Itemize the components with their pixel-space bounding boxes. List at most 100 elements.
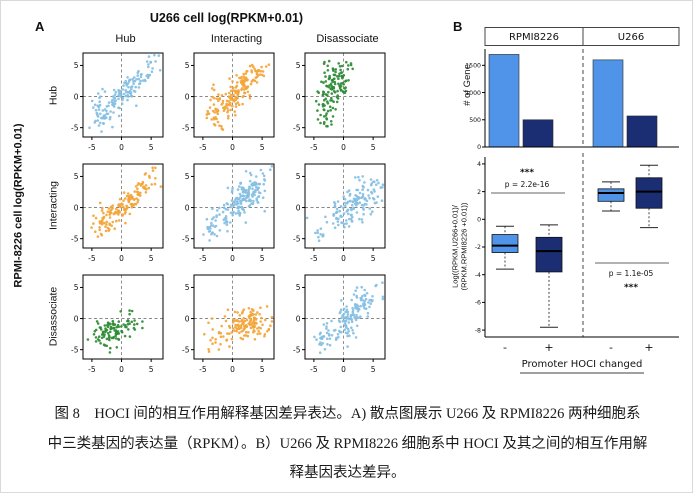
scatter-plot-hub-disassociate: -5 0 5 -5 0 5 — [285, 49, 390, 160]
svg-text:0: 0 — [74, 203, 79, 212]
svg-text:RPMI8226: RPMI8226 — [509, 32, 559, 43]
row-header-disassociate: Disassociate — [47, 286, 60, 347]
row-header-hub: Hub — [47, 85, 60, 106]
svg-text:-5: -5 — [199, 365, 207, 374]
scatter-matrix: -5 0 5 -5 0 5 -5 0 5 -5 0 5 -5 0 5 -5 0 5 -5 0 5 -5 0 5 -5 0 5… — [63, 49, 390, 382]
svg-text:-8: -8 — [475, 327, 481, 334]
svg-text:-5: -5 — [71, 345, 79, 354]
svg-text:0: 0 — [477, 217, 481, 224]
svg-text:1500: 1500 — [465, 63, 481, 70]
svg-text:U266: U266 — [618, 32, 644, 43]
svg-text:0: 0 — [230, 143, 235, 152]
svg-text:5: 5 — [74, 61, 79, 70]
svg-text:5: 5 — [74, 283, 79, 292]
svg-text:-5: -5 — [71, 234, 79, 243]
svg-text:-4: -4 — [475, 272, 481, 279]
svg-text:0: 0 — [341, 254, 346, 263]
svg-text:Promoter HOCI changed: Promoter HOCI changed — [522, 359, 643, 370]
svg-text:0: 0 — [119, 365, 124, 374]
svg-text:0: 0 — [296, 314, 301, 323]
scatter-plot-disassociate-interacting: -5 0 5 -5 0 5 — [174, 271, 279, 382]
svg-text:-: - — [609, 341, 613, 354]
svg-text:500: 500 — [469, 117, 481, 124]
svg-text:0: 0 — [74, 314, 79, 323]
svg-text:5: 5 — [296, 172, 301, 181]
svg-text:-5: -5 — [88, 143, 96, 152]
svg-text:5: 5 — [149, 143, 154, 152]
svg-text:p = 2.2e-16: p = 2.2e-16 — [505, 180, 550, 189]
svg-text:0: 0 — [74, 92, 79, 101]
col-header-disassociate: Disassociate — [316, 33, 379, 45]
svg-text:0: 0 — [185, 203, 190, 212]
svg-text:5: 5 — [296, 61, 301, 70]
scatter-matrix-title: U266 cell log(RPKM+0.01) — [149, 11, 304, 25]
svg-text:5: 5 — [185, 172, 190, 181]
svg-text:2: 2 — [477, 189, 481, 196]
caption-line-2: 中三类基因的表达量（RPKM）。B）U266 及 RPMI8226 细胞系中 H… — [47, 435, 648, 452]
svg-text:-5: -5 — [293, 123, 301, 132]
caption-line-3: 释基因表达差异。 — [289, 465, 406, 481]
svg-text:-5: -5 — [293, 345, 301, 354]
svg-text:0: 0 — [341, 365, 346, 374]
svg-text:5: 5 — [371, 254, 376, 263]
svg-text:5: 5 — [185, 283, 190, 292]
panel-b-label: B — [453, 19, 463, 34]
expression-ratio-boxplot: - + - +4 2 0 -2 -4 -6 -8 *** p = 2.2e-16 p = 1.1e-05… — [475, 153, 679, 374]
scatter-matrix-ylabel: RPMI-8226 cell log(RPKM+0.01) — [12, 123, 25, 288]
svg-text:-5: -5 — [293, 234, 301, 243]
col-header-interacting: Interacting — [210, 33, 263, 45]
svg-text:-5: -5 — [310, 254, 318, 263]
svg-text:0: 0 — [119, 143, 124, 152]
svg-text:5: 5 — [260, 254, 265, 263]
scatter-plot-interacting-disassociate: -5 0 5 -5 0 5 — [285, 160, 390, 271]
scatter-plot-disassociate-hub: -5 0 5 -5 0 5 — [63, 271, 168, 382]
svg-text:-5: -5 — [182, 123, 190, 132]
svg-text:-5: -5 — [182, 345, 190, 354]
figure-caption: 图 8 HOCI 间的相互作用解释基因差异表达。A) 散点图展示 U266 及 … — [27, 400, 668, 489]
svg-text:0: 0 — [296, 92, 301, 101]
svg-text:5: 5 — [149, 365, 154, 374]
svg-text:5: 5 — [371, 143, 376, 152]
scatter-plot-disassociate-disassociate: -5 0 5 -5 0 5 — [285, 271, 390, 382]
svg-text:-5: -5 — [88, 254, 96, 263]
svg-text:5: 5 — [185, 61, 190, 70]
scatter-plot-interacting-interacting: -5 0 5 -5 0 5 — [174, 160, 279, 271]
svg-text:-5: -5 — [88, 365, 96, 374]
svg-text:5: 5 — [371, 365, 376, 374]
svg-text:0: 0 — [341, 143, 346, 152]
caption-line-1: 图 8 HOCI 间的相互作用解释基因差异表达。A) 散点图展示 U266 及 … — [54, 406, 641, 422]
svg-text:***: *** — [520, 168, 534, 178]
svg-text:+: + — [544, 341, 553, 354]
svg-text:-6: -6 — [475, 300, 481, 307]
svg-text:5: 5 — [260, 365, 265, 374]
svg-text:-5: -5 — [182, 234, 190, 243]
svg-text:0: 0 — [230, 365, 235, 374]
svg-text:5: 5 — [296, 283, 301, 292]
svg-text:1000: 1000 — [465, 90, 481, 97]
svg-text:0: 0 — [296, 203, 301, 212]
svg-text:+: + — [644, 341, 653, 354]
scatter-plot-interacting-hub: -5 0 5 -5 0 5 — [63, 160, 168, 271]
svg-text:-5: -5 — [310, 143, 318, 152]
svg-text:***: *** — [624, 283, 638, 293]
svg-text:0: 0 — [477, 144, 481, 151]
svg-text:0: 0 — [185, 314, 190, 323]
svg-text:0: 0 — [119, 254, 124, 263]
svg-text:5: 5 — [260, 143, 265, 152]
scatter-plot-hub-interacting: -5 0 5 -5 0 5 — [174, 49, 279, 160]
row-header-interacting: Interacting — [47, 180, 60, 231]
svg-text:-2: -2 — [475, 244, 481, 251]
svg-text:5: 5 — [149, 254, 154, 263]
svg-text:-5: -5 — [71, 123, 79, 132]
svg-text:-5: -5 — [199, 143, 207, 152]
svg-text:-5: -5 — [199, 254, 207, 263]
col-header-hub: Hub — [115, 33, 136, 45]
scatter-plot-hub-hub: -5 0 5 -5 0 5 — [63, 49, 168, 160]
svg-text:4: 4 — [477, 161, 481, 168]
svg-text:p = 1.1e-05: p = 1.1e-05 — [609, 269, 654, 278]
svg-text:-: - — [503, 341, 507, 354]
panel-a-label: A — [35, 19, 45, 34]
boxplot-ylabel-line1: Log((RPKM,U266+0.01)/ — [450, 205, 460, 288]
svg-text:5: 5 — [74, 172, 79, 181]
